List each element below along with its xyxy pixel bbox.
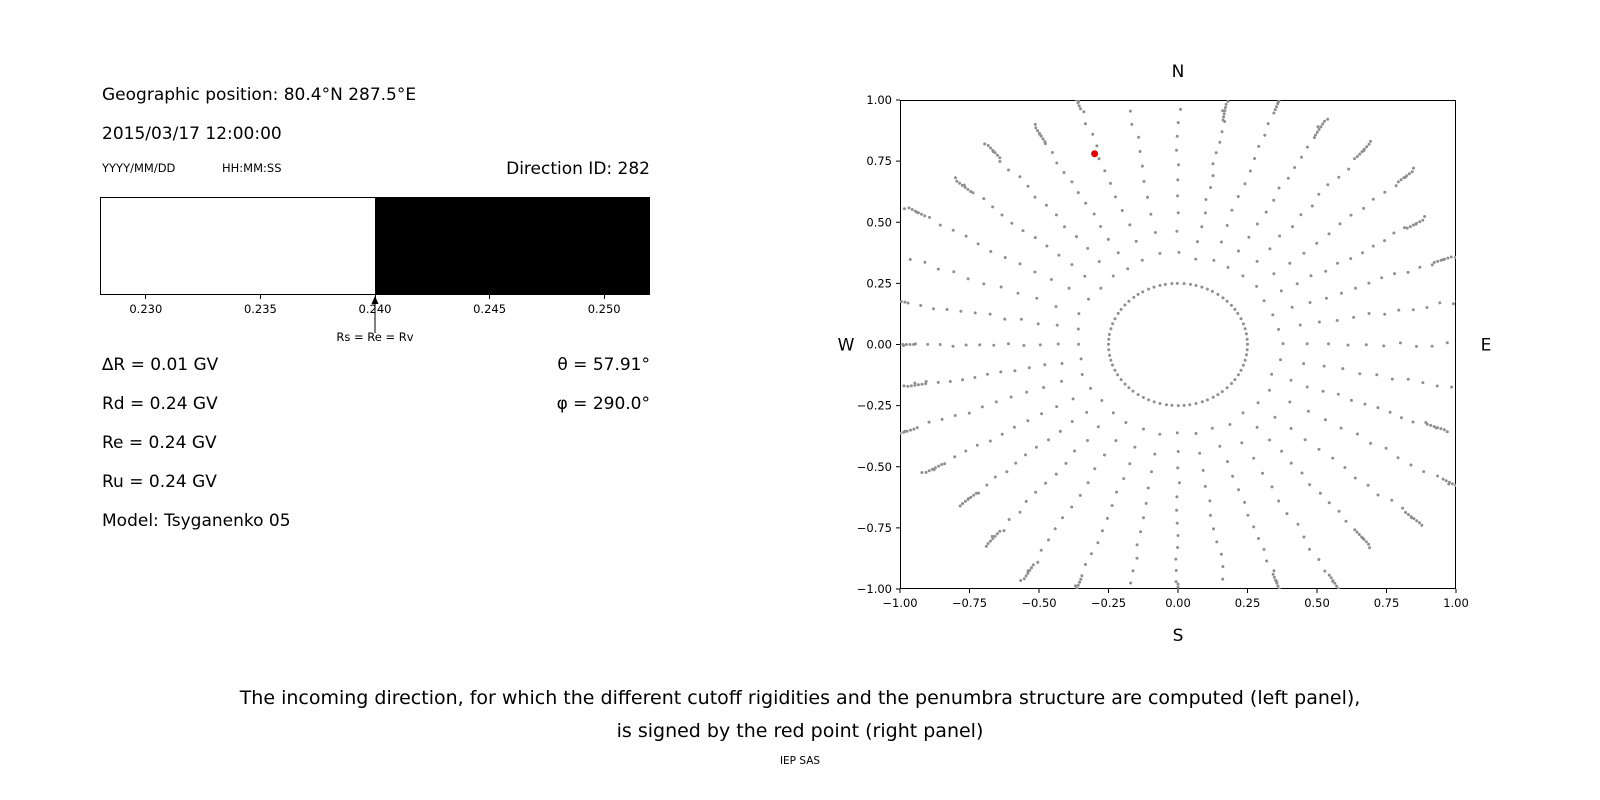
y-axis-ticks: 1.00 0.75 0.50 0.25 0.00 −0.25 −0.50 −0.75 −1.00 — [857, 93, 900, 596]
param-ru: Ru = 0.24 GV — [102, 472, 217, 492]
penumbra-tick-mark — [603, 295, 605, 299]
x-tick-label: −0.25 — [1091, 596, 1126, 610]
param-rd: Rd = 0.24 GV — [102, 394, 218, 414]
x-tick-label: 1.00 — [1443, 596, 1469, 610]
x-tick-label: 0.50 — [1304, 596, 1330, 610]
time-format-label: HH:MM:SS — [222, 161, 282, 175]
direction-angles: θ = 57.91° φ = 290.0° — [100, 355, 650, 433]
arrow-label: Rs = Re = Rv — [336, 330, 414, 344]
rs-arrow — [368, 296, 382, 333]
up-arrow-icon — [371, 296, 379, 333]
figure-caption: The incoming direction, for which the di… — [0, 687, 1600, 742]
penumbra-tick-label: 0.245 — [473, 302, 507, 316]
x-tick-label: 0.00 — [1165, 596, 1191, 610]
penumbra-tick-label: 0.250 — [587, 302, 621, 316]
date-format-label: YYYY/MM/DD — [102, 161, 176, 175]
compass-label-right: E — [1481, 336, 1492, 356]
theta-value: θ = 57.91° — [557, 355, 650, 375]
sky-plot: −1.00 −0.75 −0.50 −0.25 0.00 0.25 0.50 0.75 1.00… — [838, 62, 1492, 646]
geographic-position: Geographic position: 80.4°N 287.5°E — [102, 85, 417, 105]
penumbra-axis: 0.230 0.235 0.240 0.245 0.250 — [100, 295, 650, 321]
caption-line-1: The incoming direction, for which the di… — [239, 687, 1361, 709]
penumbra-bar — [100, 197, 650, 295]
direction-id: Direction ID: 282 — [506, 159, 650, 179]
y-tick-label: 0.50 — [866, 215, 892, 229]
param-delta-r: ∆R = 0.01 GV — [102, 355, 219, 375]
param-re: Re = 0.24 GV — [102, 433, 217, 453]
x-tick-label: −0.75 — [952, 596, 987, 610]
compass-label-top: N — [1172, 62, 1185, 82]
y-tick-label: −1.00 — [857, 582, 892, 596]
x-tick-label: 0.25 — [1235, 596, 1261, 610]
penumbra-tick-mark — [259, 295, 261, 299]
direction-dots — [900, 100, 1456, 589]
phi-value: φ = 290.0° — [556, 394, 650, 414]
y-tick-label: 1.00 — [866, 93, 892, 107]
y-tick-label: −0.50 — [857, 460, 892, 474]
x-tick-label: −0.50 — [1021, 596, 1056, 610]
penumbra-tick-label: 0.235 — [243, 302, 277, 316]
y-tick-label: 0.75 — [866, 154, 892, 168]
selected-direction-point — [1091, 150, 1099, 158]
penumbra-tick-mark — [145, 295, 147, 299]
x-axis-ticks: −1.00 −0.75 −0.50 −0.25 0.00 0.25 0.50 0.75 1.00 — [882, 589, 1469, 610]
penumbra-region — [101, 198, 375, 294]
y-tick-label: 0.00 — [866, 338, 892, 352]
y-tick-label: −0.25 — [857, 399, 892, 413]
cutoff-params: ∆R = 0.01 GV Rd = 0.24 GV Re = 0.24 GV R… — [102, 355, 291, 550]
caption-line-2: is signed by the red point (right panel) — [616, 720, 984, 742]
penumbra-tick-label: 0.230 — [129, 302, 163, 316]
y-tick-label: 0.25 — [866, 276, 892, 290]
compass-label-bottom: S — [1173, 626, 1184, 646]
penumbra-tick-mark — [489, 295, 491, 299]
datetime-value: 2015/03/17 12:00:00 — [102, 124, 282, 144]
credit-label: IEP SAS — [779, 755, 821, 767]
param-model: Model: Tsyganenko 05 — [102, 511, 291, 531]
penumbra-region — [375, 198, 649, 294]
compass-label-left: W — [838, 336, 855, 356]
plot-frame — [900, 100, 1456, 589]
x-tick-label: 0.75 — [1374, 596, 1400, 610]
x-tick-label: −1.00 — [882, 596, 917, 610]
y-tick-label: −0.75 — [857, 521, 892, 535]
